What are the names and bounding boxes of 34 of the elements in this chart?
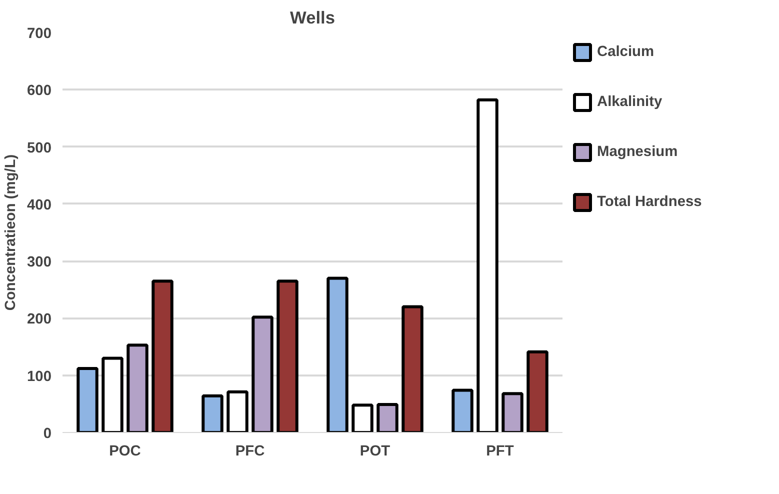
bar	[352, 404, 374, 432]
bar	[102, 356, 124, 432]
x-tick-label: POT	[360, 444, 390, 460]
bar	[252, 316, 274, 432]
bar	[202, 394, 224, 432]
bar	[152, 280, 174, 432]
y-tick-label: 600	[27, 83, 52, 100]
bar	[502, 392, 524, 432]
bar	[476, 98, 498, 432]
chart-title: Wells	[290, 8, 335, 28]
legend-label: Magnesium	[597, 144, 678, 160]
y-tick-label: 300	[27, 254, 52, 271]
bar	[276, 280, 298, 432]
y-axis-title: Concentratieon (mg/L)	[3, 154, 20, 311]
x-tick-label: POC	[109, 444, 142, 460]
x-tick-label: PFT	[486, 444, 514, 460]
legend-label: Calcium	[597, 44, 654, 60]
legend-label: Total Hardness	[597, 194, 702, 210]
bar	[402, 305, 424, 432]
y-tick-label: 500	[27, 140, 52, 156]
y-tick-label: 200	[27, 312, 52, 328]
bar	[376, 403, 398, 432]
y-tick-label: 700	[27, 26, 52, 42]
bar	[526, 350, 548, 432]
y-tick-label: 100	[27, 368, 52, 385]
y-tick-label: 0	[43, 426, 52, 442]
x-tick-label: PFC	[235, 444, 266, 460]
bar	[226, 390, 248, 432]
bar	[76, 367, 98, 432]
bar	[126, 344, 148, 432]
y-tick-label: 400	[27, 197, 52, 214]
bar	[452, 388, 474, 432]
legend-label: Alkalinity	[597, 94, 662, 110]
bar	[326, 276, 348, 432]
